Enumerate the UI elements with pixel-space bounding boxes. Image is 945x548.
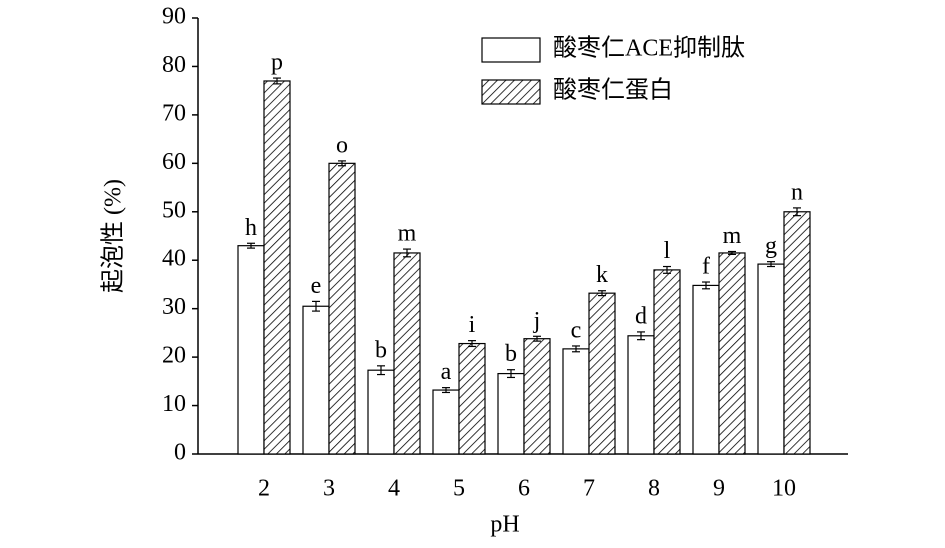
- y-tick-label: 80: [162, 52, 186, 78]
- bar: [692, 284, 720, 455]
- bar: [432, 389, 460, 455]
- error-bar: [533, 335, 541, 342]
- bar: [263, 80, 291, 455]
- x-tick-label: 10: [772, 476, 796, 502]
- y-tick-label: 60: [162, 149, 186, 175]
- bar: [523, 338, 551, 455]
- error-bar: [767, 261, 775, 268]
- bar: [302, 305, 330, 455]
- significance-label: h: [245, 215, 257, 241]
- significance-label: k: [596, 262, 608, 288]
- significance-label: a: [441, 359, 452, 385]
- x-tick-label: 9: [713, 476, 725, 502]
- error-bar: [572, 345, 580, 353]
- error-bar: [273, 77, 281, 85]
- legend-label: 酸枣仁蛋白: [553, 77, 673, 104]
- error-bar: [377, 365, 385, 376]
- error-bar: [702, 281, 710, 290]
- error-bar: [338, 160, 346, 167]
- error-bar: [663, 265, 671, 274]
- y-tick-label: 50: [162, 197, 186, 223]
- error-bar: [793, 207, 801, 217]
- x-axis-label: pH: [490, 512, 519, 538]
- bar: [718, 252, 746, 455]
- y-tick-label: 90: [162, 4, 186, 30]
- bar: [497, 372, 525, 455]
- x-tick-label: 2: [258, 476, 270, 502]
- y-tick-label: 40: [162, 246, 186, 272]
- significance-label: e: [311, 273, 322, 299]
- significance-label: i: [469, 312, 476, 338]
- x-tick-label: 6: [518, 476, 530, 502]
- bar: [458, 342, 486, 455]
- bar: [562, 348, 590, 455]
- bar: [627, 335, 655, 455]
- significance-label: b: [505, 341, 517, 367]
- y-tick-label: 10: [162, 391, 186, 417]
- y-tick-label: 30: [162, 294, 186, 320]
- bar: [783, 211, 811, 455]
- legend-swatch: [481, 37, 541, 63]
- error-bar: [442, 387, 450, 394]
- legend-label: 酸枣仁ACE抑制肽: [553, 35, 745, 62]
- significance-label: n: [791, 179, 803, 205]
- significance-label: o: [336, 132, 348, 158]
- significance-label: m: [723, 223, 742, 249]
- x-tick-label: 5: [453, 476, 465, 502]
- error-bar: [312, 300, 320, 312]
- y-tick-label: 70: [162, 100, 186, 126]
- error-bar: [468, 340, 476, 348]
- significance-label: p: [271, 50, 283, 76]
- x-tick-label: 7: [583, 476, 595, 502]
- bar: [328, 162, 356, 455]
- bar: [393, 252, 421, 455]
- significance-label: c: [571, 317, 582, 343]
- significance-label: f: [702, 254, 710, 280]
- error-bar: [247, 242, 255, 249]
- x-tick-label: 8: [648, 476, 660, 502]
- x-tick-label: 4: [388, 476, 400, 502]
- y-tick-label: 0: [174, 440, 186, 466]
- significance-label: g: [765, 233, 777, 259]
- bar: [237, 245, 265, 455]
- significance-label: j: [533, 308, 541, 334]
- error-bar: [728, 250, 736, 256]
- y-axis-label: 起泡性 (%): [100, 179, 127, 293]
- bar: [588, 292, 616, 455]
- y-tick-label: 20: [162, 343, 186, 369]
- error-bar: [598, 290, 606, 297]
- significance-label: m: [398, 221, 417, 247]
- bar: [653, 269, 681, 455]
- error-bar: [637, 331, 645, 341]
- significance-label: l: [664, 238, 671, 264]
- significance-label: d: [635, 303, 647, 329]
- error-bar: [403, 248, 411, 258]
- bar: [757, 263, 785, 455]
- significance-label: b: [375, 337, 387, 363]
- legend-swatch: [481, 79, 541, 105]
- x-tick-label: 3: [323, 476, 335, 502]
- error-bar: [507, 369, 515, 379]
- bar: [367, 369, 395, 455]
